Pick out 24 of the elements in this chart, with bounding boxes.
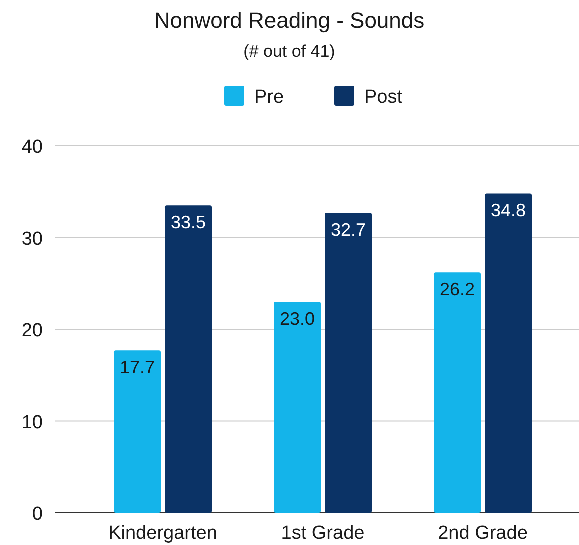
x-tick-label: Kindergarten <box>108 523 218 544</box>
bar <box>165 206 212 513</box>
data-label: 33.5 <box>170 212 206 233</box>
x-tick-label: 2nd Grade <box>438 523 528 544</box>
y-tick-label: 20 <box>22 320 43 342</box>
x-tick-label: 1st Grade <box>281 523 365 544</box>
data-label: 32.7 <box>330 220 366 240</box>
bar <box>485 194 532 513</box>
bar <box>274 302 321 513</box>
y-tick-label: 0 <box>32 504 43 525</box>
data-label: 17.7 <box>120 358 156 378</box>
legend-label: Post <box>364 87 404 108</box>
y-tick-label: 40 <box>22 137 43 158</box>
y-tick-label: 30 <box>22 228 43 250</box>
data-label: 23.0 <box>280 308 316 329</box>
chart-subtitle: (# out of 41) <box>244 42 336 61</box>
bar <box>434 272 481 513</box>
bar <box>114 350 161 513</box>
legend-label: Pre <box>254 87 284 108</box>
y-tick-label: 10 <box>22 412 43 434</box>
bar <box>325 212 372 513</box>
data-label: 34.8 <box>490 200 526 221</box>
chart-title: Nonword Reading - Sounds <box>154 8 425 33</box>
data-label: 26.2 <box>440 280 476 300</box>
